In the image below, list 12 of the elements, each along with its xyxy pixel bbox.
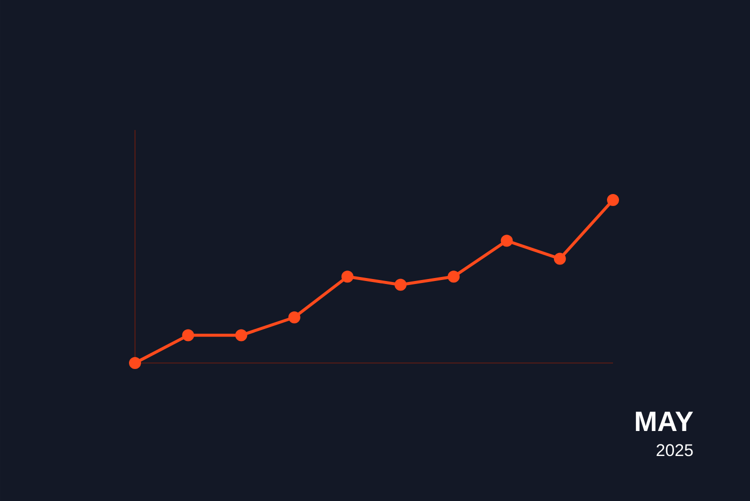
point bbox=[500, 234, 513, 247]
point bbox=[235, 329, 248, 342]
point bbox=[394, 278, 407, 291]
text: MAY bbox=[636, 412, 694, 431]
point bbox=[182, 329, 194, 342]
point bbox=[448, 270, 460, 283]
point bbox=[607, 194, 620, 206]
point bbox=[129, 356, 142, 369]
point bbox=[341, 270, 354, 283]
point bbox=[554, 252, 566, 265]
text: 2025 bbox=[656, 444, 693, 456]
point bbox=[288, 311, 300, 324]
